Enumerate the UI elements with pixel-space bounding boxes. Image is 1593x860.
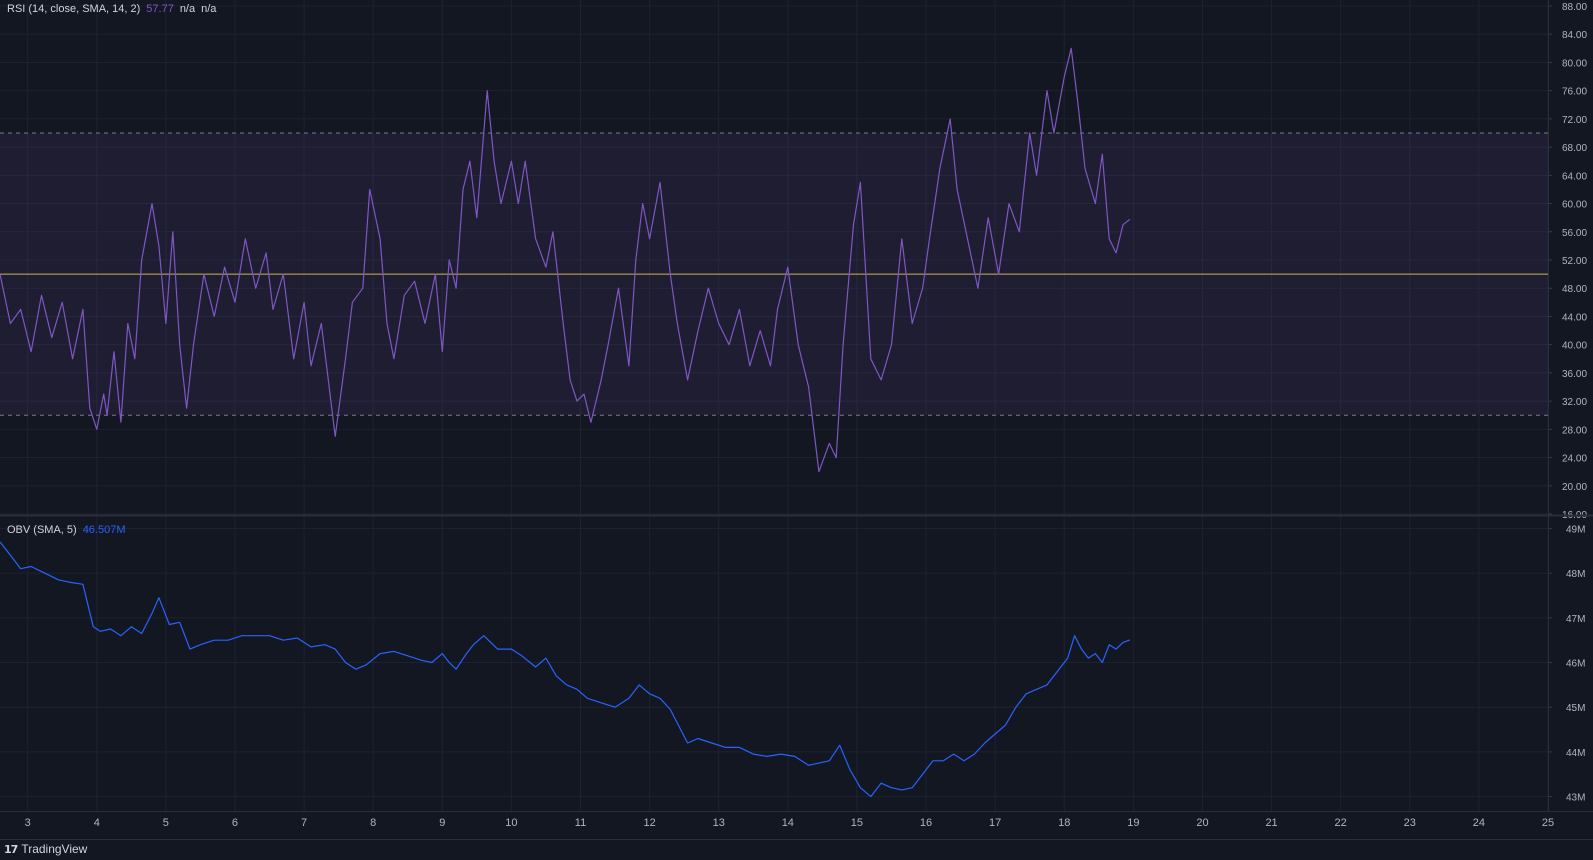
x-tick-label: 24 xyxy=(1473,817,1485,829)
x-tick-label: 4 xyxy=(94,817,100,829)
tradingview-brand[interactable]: 17 TradingView xyxy=(4,842,87,856)
rsi-y-tick-label: 24.00 xyxy=(1562,454,1587,465)
x-tick-label: 15 xyxy=(851,817,863,829)
rsi-y-tick-label: 72.00 xyxy=(1562,115,1587,126)
rsi-legend-value: 57.77 xyxy=(146,3,174,15)
rsi-y-tick-label: 40.00 xyxy=(1562,341,1587,352)
obv-y-tick-label: 49M xyxy=(1566,524,1585,535)
obv-line xyxy=(0,541,1131,798)
x-tick-label: 5 xyxy=(163,817,169,829)
obv-y-tick-label: 48M xyxy=(1566,569,1585,580)
x-tick-label: 8 xyxy=(370,817,376,829)
x-tick-label: 6 xyxy=(232,817,238,829)
rsi-y-tick-label: 44.00 xyxy=(1562,312,1587,323)
x-tick-label: 10 xyxy=(505,817,517,829)
obv-y-tick-label: 46M xyxy=(1566,659,1585,670)
obv-series xyxy=(0,541,1131,798)
x-tick-label: 20 xyxy=(1196,817,1208,829)
x-tick-label: 19 xyxy=(1127,817,1139,829)
x-tick-label: 12 xyxy=(643,817,655,829)
rsi-y-tick-label: 56.00 xyxy=(1562,228,1587,239)
x-tick-label: 9 xyxy=(439,817,445,829)
x-tick-label: 25 xyxy=(1542,817,1554,829)
x-tick-label: 23 xyxy=(1404,817,1416,829)
obv-y-tick-label: 45M xyxy=(1566,703,1585,714)
obv-legend-label: OBV (SMA, 5) xyxy=(7,524,77,536)
obv-legend[interactable]: OBV (SMA, 5) 46.507M xyxy=(7,524,132,536)
rsi-series xyxy=(0,47,1131,473)
x-tick-label: 14 xyxy=(782,817,794,829)
x-tick-label: 7 xyxy=(301,817,307,829)
x-tick-label: 18 xyxy=(1058,817,1070,829)
rsi-y-tick-label: 52.00 xyxy=(1562,256,1587,267)
brand-name: TradingView xyxy=(21,842,88,856)
x-tick-label: 16 xyxy=(920,817,932,829)
rsi-line xyxy=(0,47,1131,473)
x-tick-label: 22 xyxy=(1335,817,1347,829)
rsi-y-tick-label: 48.00 xyxy=(1562,284,1587,295)
rsi-y-tick-label: 60.00 xyxy=(1562,200,1587,211)
rsi-legend-na2: n/a xyxy=(201,3,217,15)
rsi-y-tick-label: 32.00 xyxy=(1562,397,1587,408)
obv-grid xyxy=(0,515,1549,812)
tradingview-logo-icon: 17 xyxy=(4,842,18,856)
rsi-y-tick-label: 88.00 xyxy=(1562,2,1587,13)
rsi-y-tick-label: 20.00 xyxy=(1562,482,1587,493)
footer-bar: 17 TradingView xyxy=(0,839,1593,860)
x-tick-label: 17 xyxy=(989,817,1001,829)
rsi-y-tick-label: 36.00 xyxy=(1562,369,1587,380)
rsi-band xyxy=(0,132,1548,416)
rsi-y-tick-label: 28.00 xyxy=(1562,425,1587,436)
rsi-price-axis[interactable]: 16.0020.0024.0028.0032.0036.0040.0044.00… xyxy=(1548,2,1587,521)
obv-legend-value: 46.507M xyxy=(82,524,126,536)
rsi-legend[interactable]: RSI (14, close, SMA, 14, 2) 57.77 n/a n/a xyxy=(7,3,222,15)
x-tick-label: 3 xyxy=(25,817,31,829)
obv-y-tick-label: 44M xyxy=(1566,748,1585,759)
rsi-y-tick-label: 76.00 xyxy=(1562,87,1587,98)
x-tick-label: 21 xyxy=(1265,817,1277,829)
obv-price-axis[interactable]: 43M 44M 45M 46M 47M 48M 49M xyxy=(1548,524,1585,804)
rsi-y-tick-label: 84.00 xyxy=(1562,30,1587,41)
rsi-y-tick-label: 80.00 xyxy=(1562,58,1587,69)
rsi-y-tick-label: 68.00 xyxy=(1562,143,1587,154)
obv-y-tick-label: 43M xyxy=(1566,793,1585,804)
time-axis[interactable]: 3 4 5 6 7 8 9 10 11 12 13 14 15 16 17 18 19 20 21 22 23 24 25 xyxy=(25,817,1555,829)
rsi-legend-na1: n/a xyxy=(179,3,196,15)
rsi-y-tick-label: 64.00 xyxy=(1562,171,1587,182)
pane-dividers xyxy=(0,0,1593,812)
obv-y-tick-label: 47M xyxy=(1566,614,1585,625)
x-tick-label: 13 xyxy=(713,817,725,829)
x-tick-label: 11 xyxy=(575,817,586,829)
rsi-legend-label: RSI (14, close, SMA, 14, 2) xyxy=(7,3,141,15)
